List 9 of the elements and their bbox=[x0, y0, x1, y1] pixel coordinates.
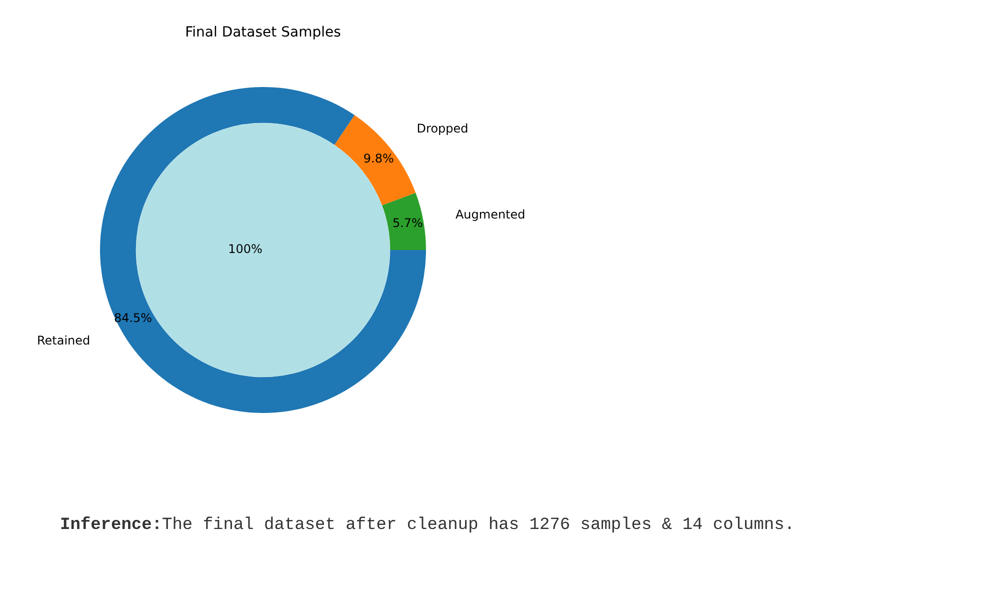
data-label: 9.8% bbox=[363, 151, 394, 166]
slice-label: Retained bbox=[36, 334, 90, 348]
chart-title: Final Dataset Samples bbox=[185, 24, 341, 41]
slice-label: Augmented bbox=[455, 207, 526, 222]
slice-label: Dropped bbox=[416, 121, 468, 136]
data-label: 100% bbox=[228, 242, 262, 256]
text: Inference:The final dataset after cleanup has 1276 samples & 14 columns. bbox=[60, 516, 795, 535]
data-label: 84.5% bbox=[114, 310, 152, 325]
data-label: 5.7% bbox=[392, 216, 423, 230]
